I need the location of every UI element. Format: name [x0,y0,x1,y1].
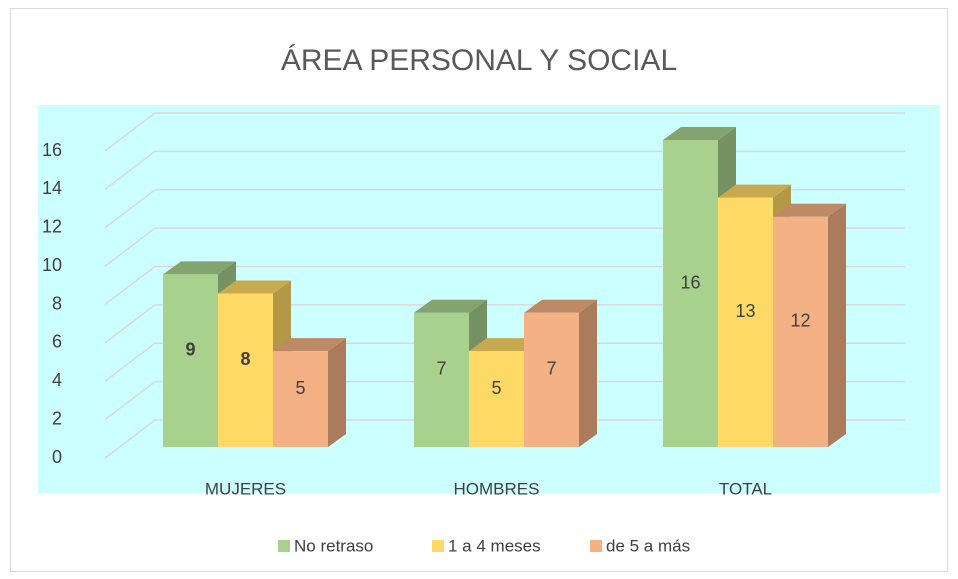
bar [469,351,524,447]
data-label: 8 [240,349,250,369]
x-tick-label: HOMBRES [454,479,540,498]
y-tick-label: 12 [42,217,62,237]
y-tick-label: 4 [52,370,62,390]
grid-line [104,112,905,152]
bar-top [718,184,791,198]
bar [163,274,218,447]
y-tick-label: 16 [42,140,62,160]
y-tick-label: 8 [52,293,62,313]
x-tick-label: TOTAL [719,479,772,498]
data-label: 5 [295,378,305,398]
bar [718,197,773,447]
bar-side [579,299,597,447]
bar-top [773,203,846,217]
data-label: 9 [185,339,195,359]
y-tick-label: 2 [52,408,62,428]
bar-top [469,338,542,352]
grid-line [104,342,905,382]
bar [218,293,273,447]
bar-top [218,280,291,294]
grid-line [104,265,905,306]
data-label: 12 [790,311,810,331]
x-tick-label: MUJERES [205,479,286,498]
y-tick-label: 0 [52,447,62,467]
bar-side [328,338,346,447]
data-label: 7 [546,359,556,379]
grid-line [104,150,905,190]
bar-top [414,299,487,313]
legend-swatch [590,540,602,552]
y-tick-label: 14 [42,178,62,198]
data-label: 13 [735,301,755,321]
legend-swatch [432,540,444,552]
chart-title: ÁREA PERSONAL Y SOCIAL [281,44,677,77]
legend-label: 1 a 4 meses [448,536,541,555]
y-tick-label: 10 [42,255,62,275]
grid-line [104,419,905,459]
bar-side [828,203,846,447]
legend-label: de 5 a más [606,536,690,555]
grid-line [104,227,905,267]
legend-label: No retraso [294,536,373,555]
bar-top [524,299,597,313]
grid-line [104,380,905,421]
bar [663,140,718,447]
bar [273,351,328,447]
grid-line [104,304,905,344]
bar-top [163,261,236,275]
data-label: 16 [680,272,700,292]
y-tick-label: 6 [52,332,62,352]
bar [414,312,469,447]
bar-top [273,338,346,352]
bar-top [663,127,736,140]
data-label: 5 [491,378,501,398]
legend-swatch [278,540,290,552]
bar [773,216,828,447]
bar [524,312,579,447]
grid-line [104,189,905,229]
data-label: 7 [436,359,446,379]
